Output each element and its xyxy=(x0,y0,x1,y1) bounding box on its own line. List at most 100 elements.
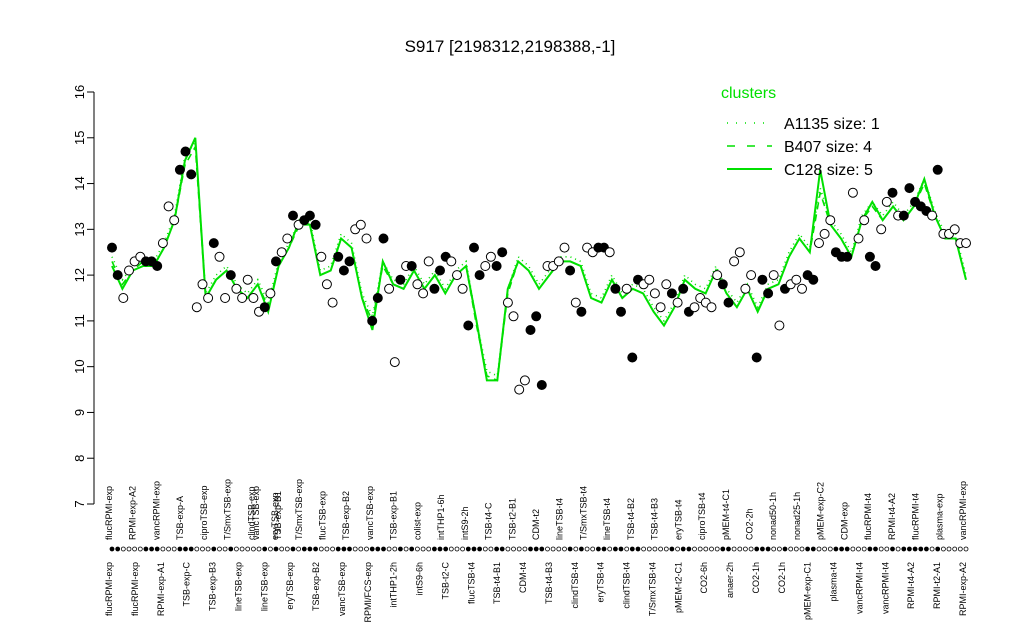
x-tick-label: eryTSB-exp xyxy=(270,493,280,541)
rug-mark xyxy=(680,546,686,552)
y-tick-label: 16 xyxy=(72,85,87,99)
data-point xyxy=(118,293,129,303)
x-tick-label: intTHP1-6h xyxy=(436,494,446,540)
data-point xyxy=(208,238,219,249)
rug-mark xyxy=(810,546,816,552)
x-tick-label: clindTSB-t4 xyxy=(570,562,580,609)
rug-mark xyxy=(120,546,126,552)
x-tick-label: RPMI-exp-A1 xyxy=(156,562,166,616)
x-tick-label: TSB-exp-C xyxy=(182,561,192,606)
data-point xyxy=(576,306,587,317)
data-point xyxy=(565,265,576,276)
data-point xyxy=(791,274,802,285)
x-tick-label: TSB-exp-A xyxy=(175,496,185,540)
x-tick-label: CDM-exp xyxy=(839,502,849,540)
rug-mark xyxy=(166,546,172,552)
data-point xyxy=(163,201,174,212)
x-tick-label: pMEM-t2-C1 xyxy=(673,562,683,613)
rug-mark xyxy=(912,546,918,552)
data-point xyxy=(729,256,740,267)
rug-mark xyxy=(233,546,239,552)
rug-mark xyxy=(726,546,731,552)
rug-mark xyxy=(482,546,488,552)
legend-label-2: B407 size: 4 xyxy=(784,139,872,156)
data-point xyxy=(723,297,734,308)
rug-mark xyxy=(714,546,720,552)
x-tick-label: vancRPMI-t4 xyxy=(880,562,890,614)
rug-mark xyxy=(567,546,573,552)
data-point xyxy=(452,270,462,281)
data-point xyxy=(904,183,915,194)
x-tick-label: RPMI-exp-A2 xyxy=(958,562,968,616)
y-tick-label: 15 xyxy=(72,131,87,145)
rug-mark xyxy=(465,546,471,552)
rug-mark xyxy=(313,546,319,552)
x-tick-label: pMEM-exp-C1 xyxy=(803,562,813,620)
rug-mark xyxy=(330,546,336,552)
rug-mark xyxy=(437,546,443,552)
x-tick-label: TSB-t4-B3 xyxy=(650,498,660,540)
x-tick-label: lineTSB-exp xyxy=(259,562,269,611)
rug-mark xyxy=(256,546,262,552)
data-point xyxy=(214,251,225,262)
data-point xyxy=(288,210,298,221)
rug-mark xyxy=(562,546,567,552)
rug-mark xyxy=(607,546,613,552)
rug-mark xyxy=(590,546,596,552)
rug-mark xyxy=(743,546,748,552)
rug-mark xyxy=(115,546,121,552)
data-point xyxy=(757,274,768,285)
rug-mark xyxy=(381,546,386,552)
y-tick-label: 9 xyxy=(72,409,87,416)
data-point xyxy=(395,274,406,285)
data-point xyxy=(469,242,479,253)
data-point xyxy=(186,169,197,180)
rug-mark xyxy=(318,546,324,552)
rug-mark xyxy=(550,546,556,552)
data-point xyxy=(237,293,248,303)
data-point xyxy=(225,270,236,281)
x-tick-label: flucTSB-t4 xyxy=(466,562,476,604)
data-point xyxy=(514,384,525,395)
rug-mark xyxy=(601,546,607,552)
x-tick-label: TSB-exp-B1 xyxy=(273,491,283,540)
data-point xyxy=(661,279,672,290)
y-tick-label: 7 xyxy=(72,500,87,507)
x-tick-label: CDM-t4 xyxy=(518,562,528,593)
rug-mark xyxy=(386,546,392,552)
data-point xyxy=(678,283,689,294)
rug-mark xyxy=(556,546,562,552)
x-tick-label: clindTSB-exp xyxy=(246,486,256,540)
x-tick-label: eryTSB-t4 xyxy=(596,562,606,603)
rug-mark xyxy=(426,546,432,552)
rug-mark xyxy=(884,546,890,552)
rug-mark xyxy=(613,546,618,552)
x-tick-label: clindTSB-t4 xyxy=(622,562,632,609)
rug-mark xyxy=(793,546,799,552)
x-tick-label: nonad50-1h xyxy=(768,492,778,540)
data-point xyxy=(706,302,717,313)
rug-mark xyxy=(347,546,352,552)
data-point xyxy=(927,210,938,221)
rug-mark xyxy=(867,546,873,552)
x-tick-label: CO2-1h xyxy=(751,562,761,594)
data-point xyxy=(474,270,485,281)
rug-mark xyxy=(290,546,296,552)
legend-label-1: A1135 size: 1 xyxy=(784,116,880,133)
x-tick-label: flucRPMI-exp xyxy=(104,486,114,540)
x-tick-label: lineTSB-exp xyxy=(233,562,243,611)
data-point xyxy=(864,251,875,262)
data-points xyxy=(107,146,971,395)
rug-mark xyxy=(149,546,155,552)
rug-mark xyxy=(777,546,782,552)
data-point xyxy=(559,242,570,253)
rug-mark xyxy=(827,546,833,552)
rug-mark xyxy=(816,546,822,552)
x-axis-labels: flucRPMI-exp RPMI-exp-A2 vancRPMI-exp TSB-e… xyxy=(104,479,968,623)
data-point xyxy=(689,302,700,313)
rug-mark xyxy=(720,546,726,552)
rug-mark xyxy=(324,546,330,552)
rug-mark xyxy=(663,546,669,552)
rug-mark xyxy=(895,546,901,552)
rug-mark xyxy=(782,546,788,552)
